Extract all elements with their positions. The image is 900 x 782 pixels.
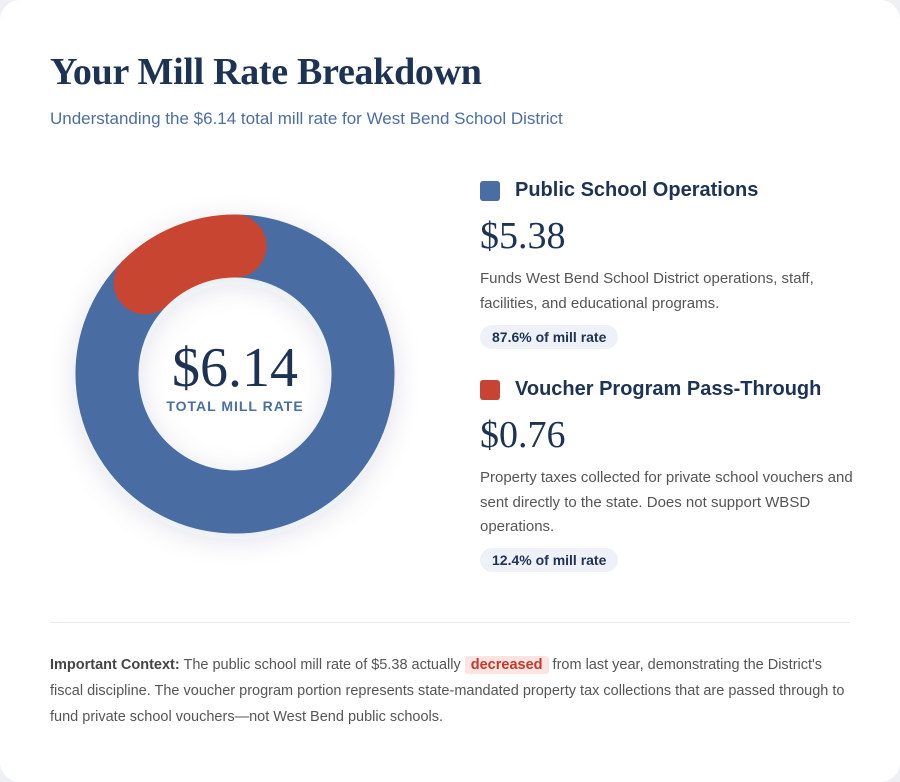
legend-label: Voucher Program Pass-Through	[515, 378, 822, 400]
context-text: The public school mill rate of $5.38 act…	[183, 657, 461, 673]
donut-segment	[75, 214, 395, 534]
center-value: $6.14	[172, 337, 298, 399]
item-description: Property taxes collected for private sch…	[480, 469, 853, 535]
divider	[50, 622, 850, 623]
title: Your Mill Rate Breakdown	[50, 51, 482, 93]
item-value: $5.38	[480, 215, 566, 257]
legend-swatch	[480, 181, 500, 201]
context-text: from last year, demonstrating the Distri…	[50, 657, 845, 725]
item-description: Funds West Bend School District operatio…	[480, 270, 814, 312]
highlight: decreased	[464, 656, 549, 674]
context-note: Important Context: The public school mil…	[50, 652, 850, 730]
donut-segment	[113, 214, 267, 315]
subtitle: Understanding the $6.14 total mill rate …	[50, 109, 563, 128]
share-pill: 87.6% of mill rate	[480, 325, 619, 349]
donut	[75, 214, 395, 534]
legend-label: Public School Operations	[515, 179, 759, 201]
donut-chart	[75, 214, 395, 534]
share-pill: 12.4% of mill rate	[480, 548, 619, 572]
legend-swatch	[480, 380, 500, 400]
context-label: Important Context:	[50, 657, 180, 673]
item-value: $0.76	[480, 414, 566, 456]
center-label: TOTAL MILL RATE	[166, 398, 304, 414]
